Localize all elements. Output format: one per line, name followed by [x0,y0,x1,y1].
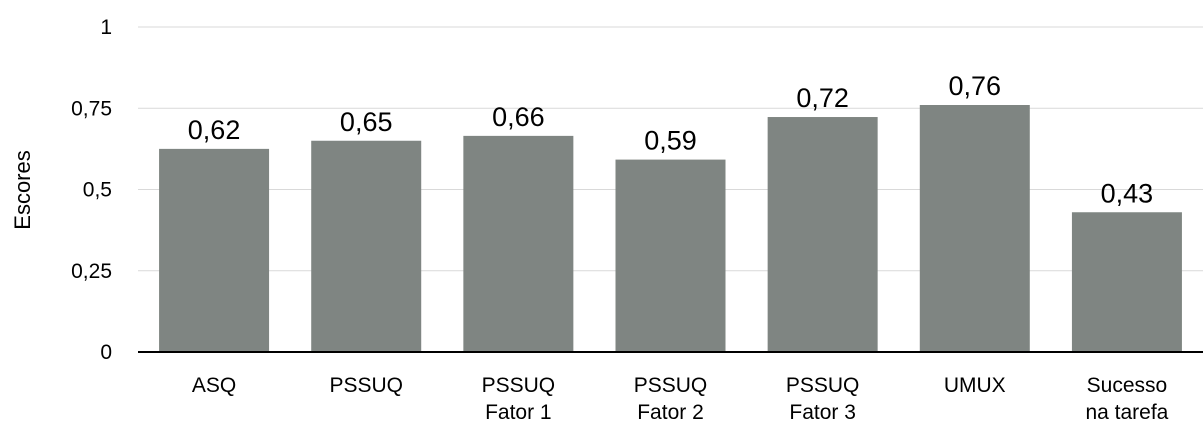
bar [311,140,422,352]
x-category-label: PSSUQ Fator 3 [786,374,860,423]
bar [1071,212,1182,352]
data-label: 0,66 [492,102,545,132]
data-label: 0,72 [796,83,849,113]
bar [615,159,726,352]
data-label: 0,62 [188,115,241,145]
x-category-label: Sucesso na tarefa [1085,374,1168,423]
x-category-label: ASQ [192,374,236,397]
data-label: 0,59 [644,126,697,156]
x-category-label: PSSUQ [329,374,403,397]
y-axis-ticks: 0 0,25 0,5 0,75 1 [71,16,112,364]
bar [919,105,1030,352]
x-axis-labels: ASQ PSSUQ PSSUQ Fator 1 PSSUQ Fator 2 PSSUQ Fat… [192,374,1169,423]
bars [159,105,1182,353]
data-label: 0,43 [1101,178,1154,208]
x-category-label: UMUX [944,374,1006,397]
y-tick-label: 1 [100,16,112,39]
y-tick-label: 0 [100,341,112,364]
data-label: 0,76 [949,71,1002,101]
x-category-label: PSSUQ Fator 1 [482,374,556,423]
value-labels: 0,62 0,65 0,66 0,59 0,72 0,76 0,43 [188,71,1153,208]
data-label: 0,65 [340,107,393,137]
y-tick-label: 0,5 [83,179,112,202]
bar [463,135,574,352]
bar [767,117,878,353]
y-tick-label: 0,75 [71,97,112,120]
bar [159,148,270,352]
y-axis-title: Escores [10,150,35,229]
y-tick-label: 0,25 [71,260,112,283]
x-category-label: PSSUQ Fator 2 [634,374,708,423]
